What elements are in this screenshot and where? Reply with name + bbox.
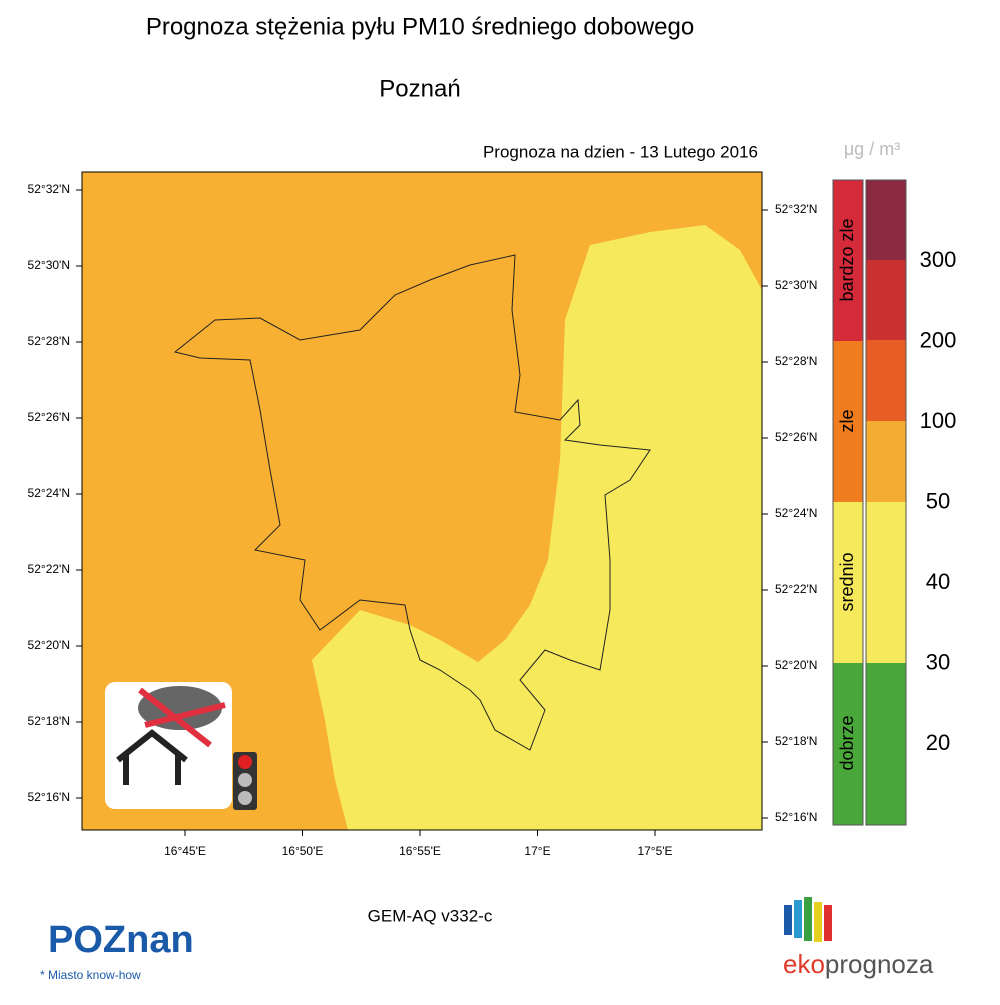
pollution-icon	[105, 682, 257, 810]
scale-frame	[865, 179, 907, 826]
scale-block	[866, 180, 906, 260]
lon-label: 16°50'E	[282, 844, 324, 858]
light	[238, 773, 252, 787]
cat-block	[833, 663, 863, 825]
city-logo: POZnan	[48, 919, 194, 961]
scale-block	[866, 421, 906, 502]
lat-label: 52°30'N	[28, 258, 70, 272]
lat-label: 52°30'N	[775, 278, 817, 292]
scale-label: 40	[926, 569, 950, 594]
cat-frame	[832, 179, 864, 826]
scale-block	[866, 340, 906, 421]
lon-label: 17°5'E	[637, 844, 672, 858]
scale-label: 30	[926, 649, 950, 674]
category-label: dobrze	[837, 715, 857, 770]
scale-block	[866, 260, 906, 340]
category-label: bardzo zle	[837, 218, 857, 301]
lat-label: 52°26'N	[775, 430, 817, 444]
scale-label: 200	[920, 327, 957, 352]
brand: ekoprognoza	[783, 949, 934, 979]
eko-logo-bars	[784, 897, 832, 942]
lat-label: 52°16'N	[28, 790, 70, 804]
unit: μg / m³	[844, 139, 900, 159]
lat-label: 52°16'N	[775, 810, 817, 824]
lat-label: 52°26'N	[28, 410, 70, 424]
lat-label: 52°18'N	[775, 734, 817, 748]
lat-label: 52°32'N	[775, 202, 817, 216]
light	[238, 791, 252, 805]
legend: μg / m³ bardzo zle zle srednio dobrze 300 20…	[832, 139, 957, 826]
lon-label: 16°45'E	[164, 844, 206, 858]
yellow-zone	[312, 225, 762, 830]
scale-label: 300	[920, 247, 957, 272]
lat-label: 52°22'N	[775, 582, 817, 596]
house	[116, 729, 188, 785]
category-label: zle	[837, 409, 857, 432]
model-label: GEM-AQ v332-c	[368, 906, 493, 925]
city-tagline: * Miasto know-how	[40, 968, 141, 982]
axis-ticks: 52°32'N 52°30'N 52°28'N 52°26'N 52°24'N 52°22…	[28, 182, 818, 858]
lat-label: 52°24'N	[775, 506, 817, 520]
lat-label: 52°18'N	[28, 714, 70, 728]
lat-label: 52°28'N	[28, 334, 70, 348]
subtitle: Poznań	[379, 75, 460, 102]
brand-b: prognoza	[825, 949, 934, 979]
title: Prognoza stężenia pyłu PM10 średniego do…	[146, 13, 694, 40]
cat-block	[833, 180, 863, 341]
date-label: Prognoza na dzien - 13 Lutego 2016	[483, 142, 758, 161]
cat-block	[833, 341, 863, 502]
lat-label: 52°28'N	[775, 354, 817, 368]
scale-block	[866, 502, 906, 663]
lat-label: 52°22'N	[28, 562, 70, 576]
lat-label: 52°20'N	[28, 638, 70, 652]
city-boundary	[173, 254, 651, 751]
lon-label: 17°E	[524, 844, 550, 858]
map	[81, 171, 763, 831]
lat-label: 52°32'N	[28, 182, 70, 196]
scale-block	[866, 663, 906, 825]
cat-block	[833, 502, 863, 663]
lon-label: 16°55'E	[399, 844, 441, 858]
light	[238, 755, 252, 769]
brand-a: eko	[783, 949, 825, 979]
lat-label: 52°24'N	[28, 486, 70, 500]
lat-label: 52°20'N	[775, 658, 817, 672]
map-frame	[81, 171, 763, 831]
scale-label: 50	[926, 488, 950, 513]
scale-label: 20	[926, 730, 950, 755]
scale-label: 100	[920, 408, 957, 433]
category-label: srednio	[837, 552, 857, 611]
cross	[144, 702, 226, 728]
